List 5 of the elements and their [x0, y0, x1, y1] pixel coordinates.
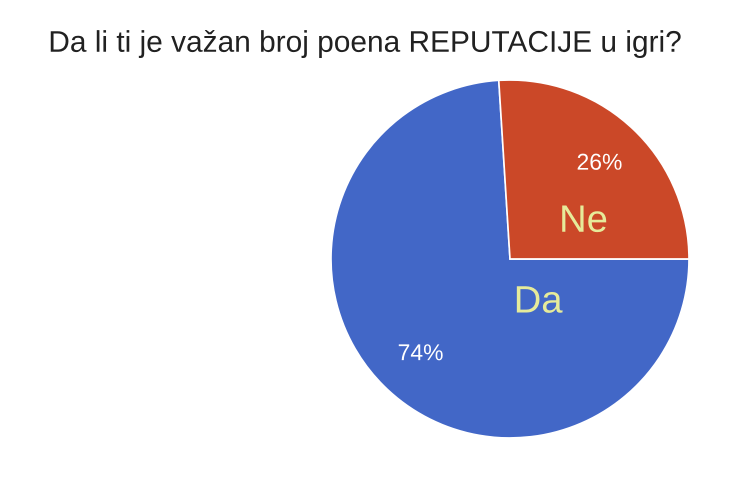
slice-label: Ne — [562, 205, 606, 232]
data-label: 26% — [578, 154, 622, 170]
slice-label: Da — [516, 286, 563, 313]
data-label: 74% — [398, 344, 443, 360]
chart-title: Da li ti je važan broj poena REPUTACIJE u igri? — [50, 30, 681, 58]
